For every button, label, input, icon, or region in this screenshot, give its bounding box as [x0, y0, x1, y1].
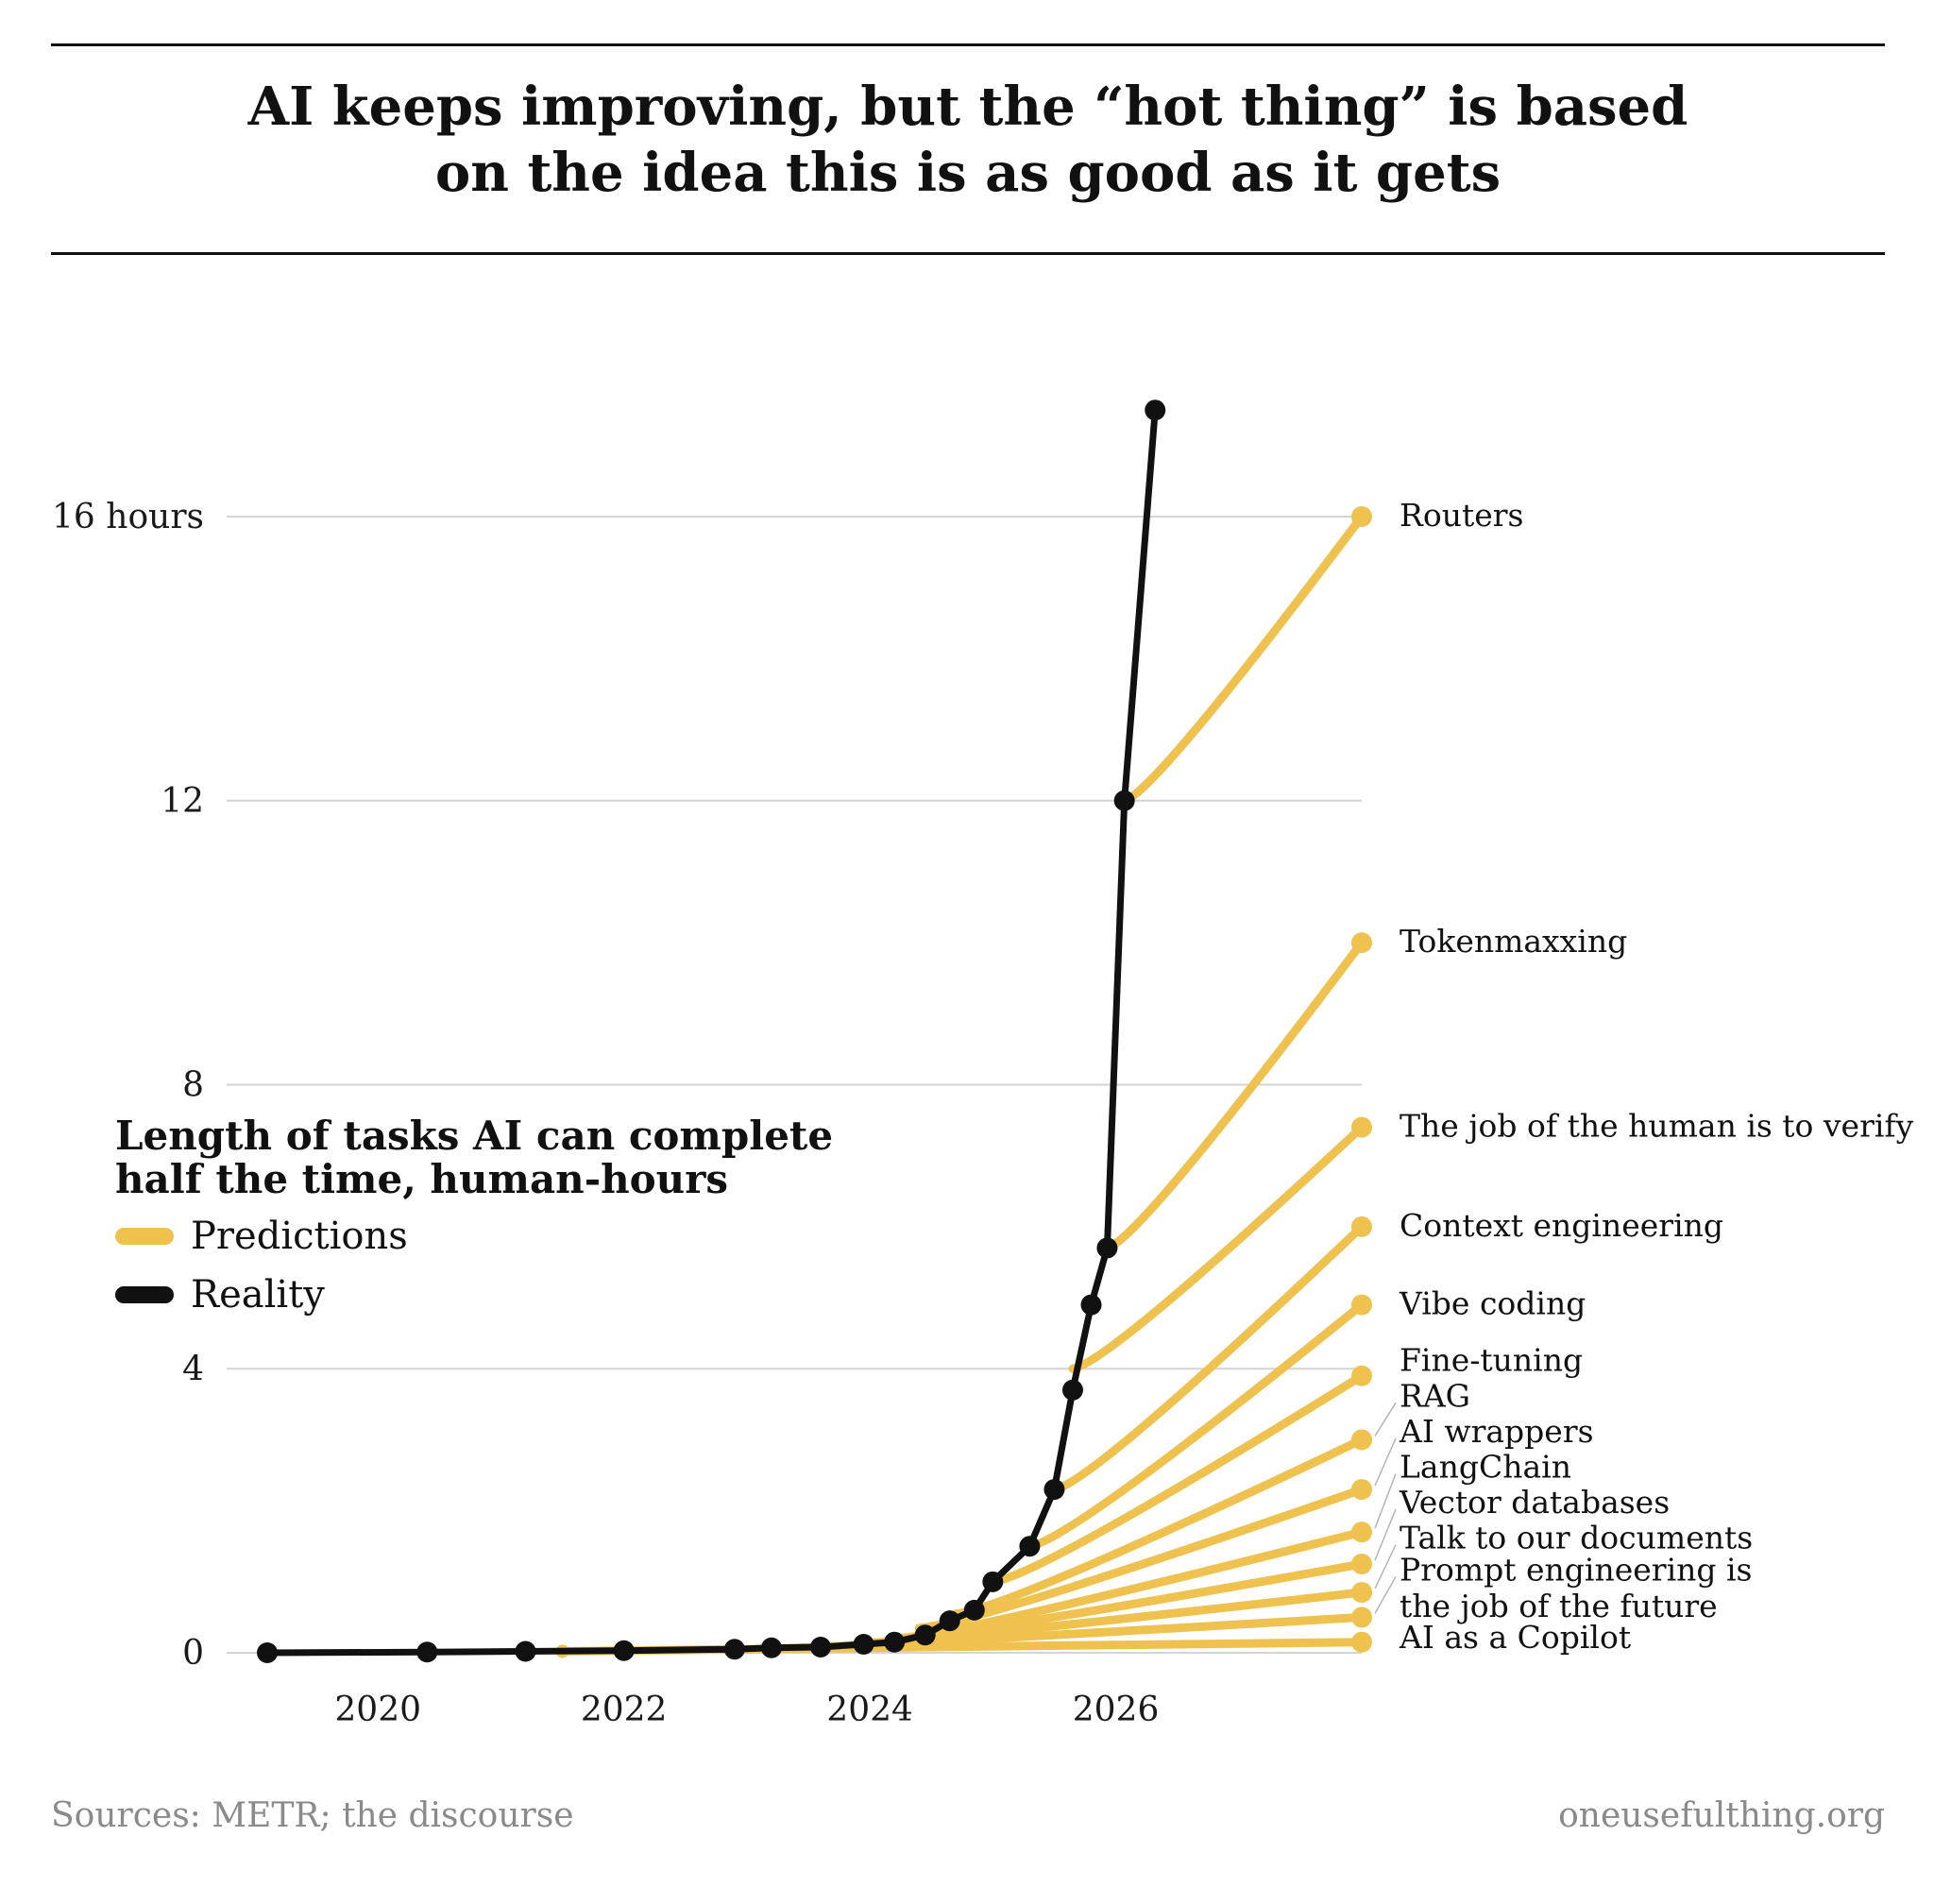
reality-point-3: [613, 1640, 635, 1661]
y-tick-label-3: 12: [161, 782, 204, 821]
leader-line-0: [1374, 1402, 1397, 1436]
prediction-label-6: RAG: [1400, 1377, 1470, 1414]
reality-point-17: [1096, 1237, 1118, 1259]
reality-point-14: [1043, 1479, 1065, 1501]
reality-point-16: [1080, 1294, 1102, 1316]
reality-point-8: [884, 1631, 906, 1653]
prediction-end-point-2: [1351, 1116, 1372, 1138]
reality-point-11: [963, 1599, 985, 1621]
prediction-end-point-0: [1351, 506, 1372, 527]
prediction-label-8: LangChain: [1400, 1449, 1571, 1486]
prediction-label-5: Fine-tuning: [1400, 1342, 1583, 1379]
prediction-label-9: Vector databases: [1399, 1484, 1670, 1521]
site-credit: oneusefulthing.org: [1558, 1796, 1885, 1835]
prediction-series: [555, 506, 1372, 1658]
title-line-1: AI keeps improving, but the “hot thing” …: [247, 76, 1688, 138]
prediction-line-1: [1102, 938, 1366, 1252]
reality-point-10: [939, 1610, 960, 1632]
legend-title: Length of tasks AI can complete half the…: [115, 1114, 833, 1201]
reality-point-5: [760, 1637, 782, 1658]
leader-line-2: [1374, 1473, 1397, 1529]
prediction-end-point-6: [1351, 1429, 1372, 1451]
chart-title: AI keeps improving, but the “hot thing” …: [51, 74, 1885, 206]
prediction-line-0: [1120, 512, 1366, 806]
x-tick-label-0: 2020: [334, 1691, 421, 1729]
legend: Length of tasks AI can complete half the…: [115, 1114, 833, 1318]
prediction-labels: Routers Tokenmaxxing The job of the human …: [1399, 497, 1914, 1656]
bottom-rule: [51, 252, 1885, 255]
reality-point-0: [257, 1642, 279, 1663]
prediction-label-1: Tokenmaxxing: [1400, 923, 1627, 960]
grid-lines: [227, 516, 1362, 1654]
x-tick-label-1: 2022: [581, 1691, 668, 1729]
prediction-label-10: Talk to our documents: [1400, 1520, 1753, 1556]
reality-swatch: [115, 1286, 174, 1303]
reality-point-2: [515, 1640, 536, 1662]
reality-point-18: [1113, 790, 1135, 811]
prediction-end-point-4: [1351, 1294, 1372, 1316]
legend-item-reality: Reality: [115, 1271, 833, 1318]
prediction-label-4: Vibe coding: [1399, 1285, 1586, 1322]
prediction-end-point-11: [1351, 1606, 1372, 1628]
source-note: Sources: METR; the discourse: [51, 1796, 574, 1835]
prediction-end-point-3: [1351, 1216, 1372, 1237]
prediction-label-2: The job of the human is to verify: [1400, 1108, 1914, 1145]
reality-point-15: [1061, 1379, 1083, 1401]
leader-line-1: [1374, 1437, 1397, 1487]
reality-line: [263, 406, 1159, 1657]
prediction-label-11: Prompt engineering is: [1400, 1552, 1752, 1589]
reality-point-12: [982, 1571, 1004, 1592]
x-tick-label-2: 2024: [826, 1691, 913, 1729]
prediction-label-13: AI as a Copilot: [1399, 1619, 1631, 1656]
predictions-swatch: [115, 1228, 174, 1245]
x-axis-ticks: 2020 2022 2024 2026: [334, 1691, 1159, 1729]
prediction-end-point-5: [1351, 1365, 1372, 1386]
prediction-label-7: AI wrappers: [1399, 1413, 1594, 1450]
prediction-label-12: the job of the future: [1400, 1588, 1718, 1624]
prediction-label-0: Routers: [1400, 497, 1523, 534]
reality-point-4: [723, 1639, 745, 1660]
reality-point-13: [1019, 1536, 1041, 1557]
y-axis-ticks: 0 4 8 12 16 hours: [52, 498, 204, 1673]
leader-line-3: [1374, 1508, 1397, 1561]
prediction-line-5: [988, 1371, 1366, 1587]
leader-lines: [1374, 1402, 1397, 1614]
reality-point-7: [853, 1633, 874, 1655]
title-line-2: on the idea this is as good as it gets: [434, 142, 1501, 204]
prediction-end-point-7: [1351, 1479, 1372, 1501]
prediction-line-3: [1049, 1222, 1366, 1494]
line-chart: 0 4 8 12 16 hours 2020 2022 2024 2026 Routers To…: [52, 400, 1914, 1729]
leader-line-5: [1374, 1576, 1397, 1614]
reality-series: [257, 400, 1166, 1663]
prediction-end-point-1: [1351, 932, 1372, 954]
legend-label-reality: Reality: [191, 1273, 325, 1317]
y-tick-label-0: 0: [182, 1634, 204, 1673]
legend-item-predictions: Predictions: [115, 1213, 833, 1260]
prediction-end-point-8: [1351, 1522, 1372, 1543]
reality-point-19: [1145, 400, 1166, 421]
prediction-end-point-10: [1351, 1582, 1372, 1604]
prediction-end-point-9: [1351, 1554, 1372, 1575]
top-rule: [51, 43, 1885, 46]
prediction-line-2: [1068, 1123, 1366, 1373]
reality-point-9: [914, 1624, 936, 1646]
y-tick-label-4: 16 hours: [52, 498, 204, 536]
y-tick-label-1: 4: [182, 1350, 204, 1388]
leader-line-4: [1374, 1544, 1397, 1590]
legend-title-line-1: Length of tasks AI can complete: [115, 1113, 834, 1159]
prediction-end-point-12: [1351, 1631, 1372, 1653]
reality-point-6: [810, 1636, 832, 1658]
prediction-line-4: [1025, 1300, 1366, 1551]
x-tick-label-3: 2026: [1073, 1691, 1160, 1729]
y-tick-label-2: 8: [182, 1066, 204, 1105]
legend-title-line-2: half the time, human-hours: [115, 1156, 728, 1202]
legend-label-predictions: Predictions: [191, 1215, 408, 1258]
reality-point-1: [416, 1641, 438, 1663]
prediction-label-3: Context engineering: [1400, 1207, 1723, 1244]
